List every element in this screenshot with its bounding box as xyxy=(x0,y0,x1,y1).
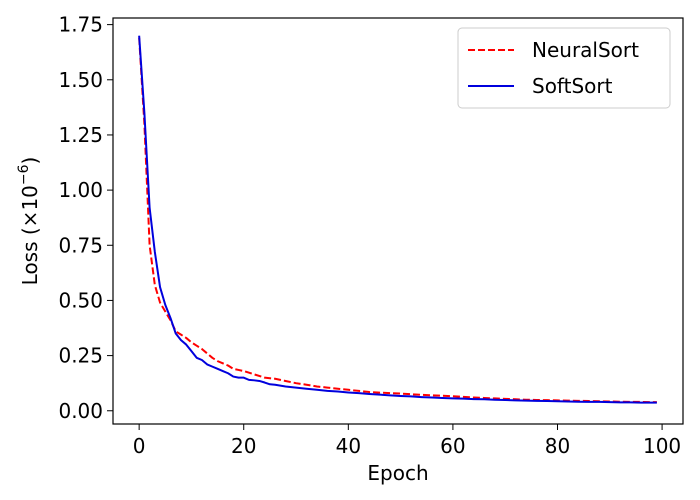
x-tick-label: 40 xyxy=(336,434,361,458)
legend-label-neuralsort: NeuralSort xyxy=(532,38,639,62)
x-tick-label: 60 xyxy=(440,434,465,458)
y-tick-label: 0.50 xyxy=(58,288,103,312)
plot-frame xyxy=(112,17,684,425)
x-tick-label: 80 xyxy=(545,434,570,458)
series-line-softsort xyxy=(138,35,657,404)
y-tick-label: 1.25 xyxy=(58,123,103,147)
legend-label-softsort: SoftSort xyxy=(532,74,613,98)
legend-box xyxy=(457,27,671,109)
y-tick-label: 1.00 xyxy=(58,178,103,202)
y-tick-label: 0.75 xyxy=(58,233,103,257)
y-tick-label: 1.50 xyxy=(58,68,103,92)
y-tick-label: 1.75 xyxy=(58,13,103,37)
y-axis-label-exponent: −6 xyxy=(16,164,32,185)
x-ticks: 0 20 40 60 80 100 xyxy=(133,424,681,458)
y-ticks: 0.00 0.25 0.50 0.75 1.00 1.25 1.50 1.75 xyxy=(58,13,113,423)
y-tick-label: 0.00 xyxy=(58,399,103,423)
y-tick-label: 0.25 xyxy=(58,344,103,368)
x-tick-label: 0 xyxy=(133,434,146,458)
x-tick-label: 100 xyxy=(643,434,681,458)
y-axis-label-suffix: ) xyxy=(18,157,42,165)
y-axis-label-prefix: Loss (×10 xyxy=(18,185,42,285)
y-axis-label: Loss (×10−6) xyxy=(16,157,42,286)
x-tick-label: 20 xyxy=(231,434,256,458)
series-layer xyxy=(138,35,657,404)
legend: NeuralSort SoftSort xyxy=(457,27,671,109)
x-axis-label: Epoch xyxy=(367,461,428,485)
